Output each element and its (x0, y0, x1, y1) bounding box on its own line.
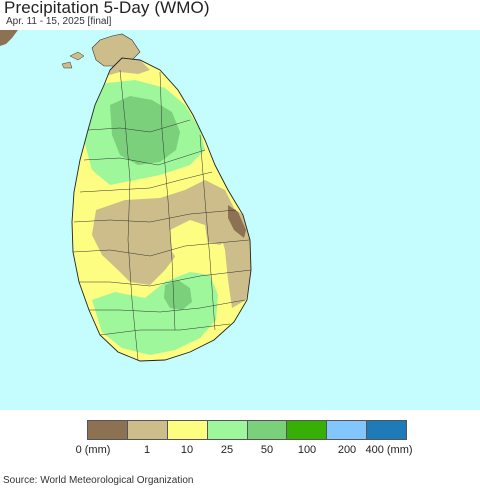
legend-swatch-2 (167, 421, 208, 439)
island-outline (71, 57, 252, 362)
zone-central-yellow (170, 220, 208, 266)
chart-title: Precipitation 5-Day (WMO) (4, 0, 210, 17)
legend-label-3: 25 (220, 444, 234, 456)
legend-label-2: 10 (180, 444, 194, 456)
district-boundaries (72, 69, 251, 361)
legend-swatch-6 (327, 421, 368, 439)
legend-swatch-7 (367, 421, 406, 439)
legend-swatch-1 (127, 421, 168, 439)
jaffna-islands (61, 51, 85, 69)
date-range-subtitle: Apr. 11 - 15, 2025 [final] (6, 16, 112, 27)
legend-colorbar (87, 420, 407, 440)
zone-west-yellow (72, 190, 94, 310)
legend-label-5: 100 (297, 444, 317, 456)
source-credit: Source: World Meteorological Organizatio… (3, 475, 194, 486)
legend-label-1: 1 (143, 444, 151, 456)
legend-label-7: 400 (mm) (365, 444, 413, 456)
legend-label-6: 200 (337, 444, 357, 456)
zone-central-tan (92, 180, 235, 285)
legend-swatch-5 (287, 421, 328, 439)
legend-swatch-0 (88, 421, 128, 439)
legend-label-4: 50 (260, 444, 274, 456)
legend-swatch-4 (247, 421, 288, 439)
zone-hill-darkgreen (164, 280, 192, 310)
legend-swatch-3 (207, 421, 248, 439)
zone-east-brown (228, 205, 246, 238)
india-coast (0, 30, 18, 46)
jaffna-peninsula (91, 33, 141, 67)
precipitation-map (0, 30, 480, 410)
legend-label-0: 0 (mm) (75, 444, 111, 456)
